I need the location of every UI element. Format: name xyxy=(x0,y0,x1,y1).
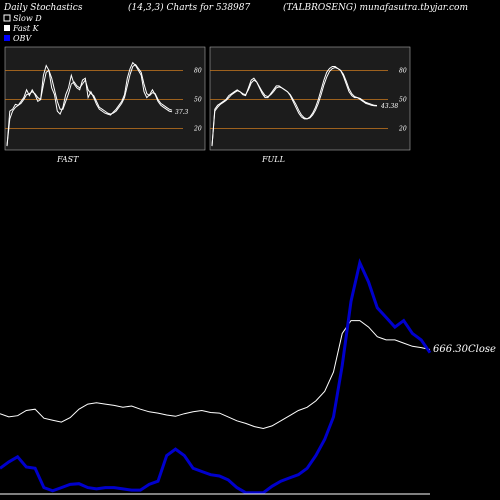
full-tick-20: 20 xyxy=(398,126,407,133)
fast-fast-k-line xyxy=(6,61,173,147)
fast-tick-50: 50 xyxy=(194,97,202,104)
obv-line xyxy=(0,258,432,495)
full-panel-frame xyxy=(209,46,411,151)
chart-title-left: Daily Stochastics xyxy=(3,3,83,13)
fast-tick-20: 20 xyxy=(193,126,202,133)
legend-fast-k-marker xyxy=(4,25,10,31)
legend: Slow D Fast K OBV xyxy=(3,14,42,43)
full-end-value: 43.38 xyxy=(380,103,398,110)
full-tick-80: 80 xyxy=(399,67,407,74)
chart-title-middle: (14,3,3) Charts for 538987 xyxy=(128,2,250,13)
price-obv-panel: 666.30Close xyxy=(0,258,496,495)
full-fast-k-line xyxy=(211,66,378,147)
full-stochastic-panel: 80 50 20 43.38 FULL xyxy=(209,46,411,164)
fast-end-value: 37.3 xyxy=(175,109,189,116)
full-panel-label: FULL xyxy=(261,155,285,164)
close-price-line xyxy=(0,320,431,430)
legend-slow-d-marker xyxy=(3,14,11,22)
fast-panel-label: FAST xyxy=(56,155,79,164)
fast-stochastic-panel: 80 50 20 37.3 FAST xyxy=(4,46,206,164)
fast-panel-frame xyxy=(4,46,206,151)
fast-tick-80: 80 xyxy=(194,67,202,74)
full-tick-50: 50 xyxy=(399,97,407,104)
legend-obv-marker xyxy=(4,35,10,41)
legend-fast-k-label: Fast K xyxy=(12,24,40,33)
chart-title-right: (TALBROSENG) munafasutra.tbyjar.com xyxy=(283,2,468,13)
legend-slow-d-label: Slow D xyxy=(13,14,42,23)
close-value-label: 666.30Close xyxy=(433,344,496,355)
legend-obv-label: OBV xyxy=(13,34,32,43)
